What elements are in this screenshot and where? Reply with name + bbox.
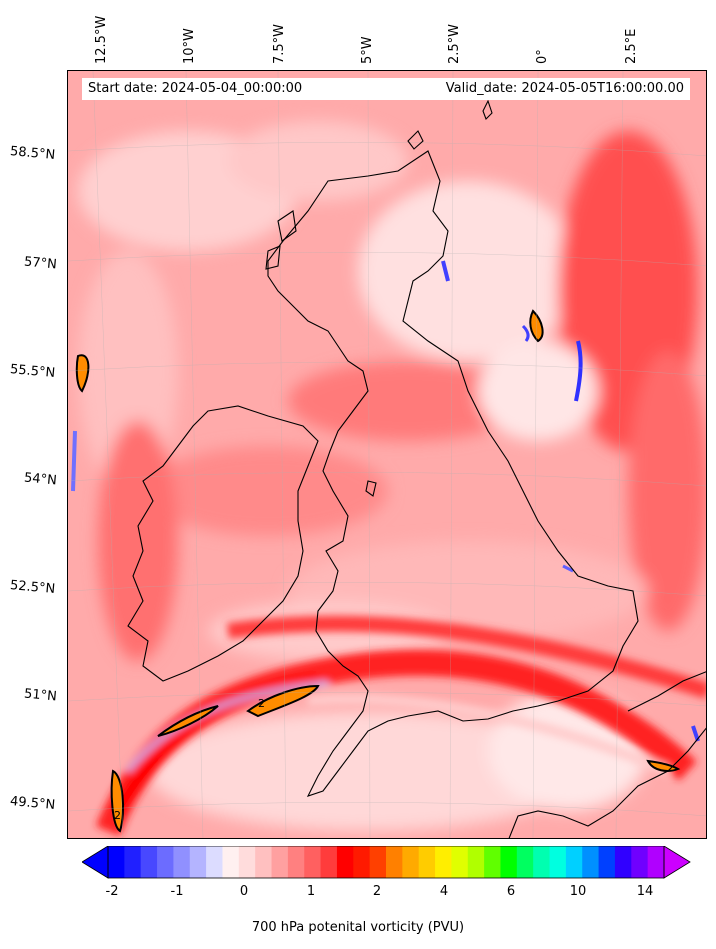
colorbar-cell	[124, 846, 142, 878]
pv-negative-anomalies	[71, 260, 700, 742]
latitude-label: 51°N	[23, 686, 58, 705]
pv-field-patches	[78, 121, 706, 831]
colorbar-cell	[222, 846, 240, 878]
colorbar-cell	[336, 846, 354, 878]
colorbar-tick: -2	[105, 884, 119, 899]
colorbar-cell	[451, 846, 469, 878]
colorbar-cell	[304, 846, 322, 878]
colorbar-cell	[516, 846, 534, 878]
colorbar-cell	[353, 846, 371, 878]
graticule	[68, 71, 706, 838]
colorbar-cell	[598, 846, 616, 878]
colorbar-cell	[467, 846, 485, 878]
colorbar-cell	[238, 846, 256, 878]
colorbar-cell	[271, 846, 289, 878]
colorbar-cell	[108, 846, 125, 878]
colorbar-tick: 2	[372, 884, 382, 899]
longitude-label: 0°	[535, 49, 550, 64]
colorbar-tick: 1	[306, 884, 316, 899]
latitude-label: 52.5°N	[9, 578, 56, 597]
colorbar-cell	[157, 846, 174, 878]
pv-field-map: 2 2	[68, 71, 706, 838]
colorbar-cell	[206, 846, 223, 878]
latitude-label: 55.5°N	[9, 362, 56, 381]
colorbar-cell	[320, 846, 338, 878]
colorbar-cell	[647, 846, 665, 878]
longitude-label: 10°W	[182, 28, 197, 64]
colorbar-cell	[549, 846, 567, 878]
contour-label: 2	[114, 809, 121, 822]
colorbar-under-arrow	[82, 846, 109, 879]
colorbar-tick: 14	[636, 884, 654, 899]
coastline	[127, 99, 706, 838]
start-date: Start date: 2024-05-04_00:00:00	[88, 81, 303, 96]
colorbar-tick: 10	[569, 884, 587, 899]
longitude-label: 5°W	[360, 36, 375, 64]
colorbar-over-arrow	[663, 846, 691, 879]
colorbar-cell	[533, 846, 551, 878]
colorbar-cell	[140, 846, 158, 878]
colorbar-cell	[369, 846, 387, 878]
colorbar-cell	[386, 846, 403, 878]
latitude-label: 54°N	[23, 470, 58, 489]
colorbar-cell	[614, 846, 632, 878]
longitude-label: 7.5°W	[272, 23, 287, 64]
contour-label: 2	[258, 697, 265, 710]
colorbar-cell	[582, 846, 600, 878]
colorbar-cell	[402, 846, 420, 878]
latitude-label: 58.5°N	[9, 144, 56, 163]
colorbar-tick: 0	[239, 884, 249, 899]
colorbar-tick: 4	[439, 884, 449, 899]
longitude-label: 12.5°W	[94, 15, 109, 64]
colorbar-cell	[189, 846, 207, 878]
colorbar-outline	[107, 846, 665, 879]
colorbar-cell	[500, 846, 518, 878]
colorbar-cell	[565, 846, 583, 878]
colorbar-cell	[173, 846, 191, 878]
colorbar-cell	[435, 846, 452, 878]
latitude-label: 49.5°N	[9, 794, 56, 813]
colorbar-cell	[255, 846, 273, 878]
colorbar-cell	[418, 846, 436, 878]
map-panel: 2 2	[67, 70, 707, 839]
colorbar-label: 700 hPa potenital vorticity (PVU)	[251, 920, 465, 935]
latitude-label: 57°N	[23, 254, 58, 273]
colorbar-tick: 6	[506, 884, 516, 899]
colorbar-cell	[287, 846, 305, 878]
valid-date: Valid_date: 2024-05-05T16:00:00.00	[445, 81, 684, 96]
longitude-label: 2.5°E	[624, 28, 639, 64]
longitude-label: 2.5°W	[447, 23, 462, 64]
colorbar-cell	[484, 846, 501, 878]
colorbar	[82, 846, 691, 879]
date-header: Start date: 2024-05-04_00:00:00 Valid_da…	[82, 78, 690, 100]
colorbar-cell	[631, 846, 649, 878]
colorbar-tick: -1	[170, 884, 184, 899]
